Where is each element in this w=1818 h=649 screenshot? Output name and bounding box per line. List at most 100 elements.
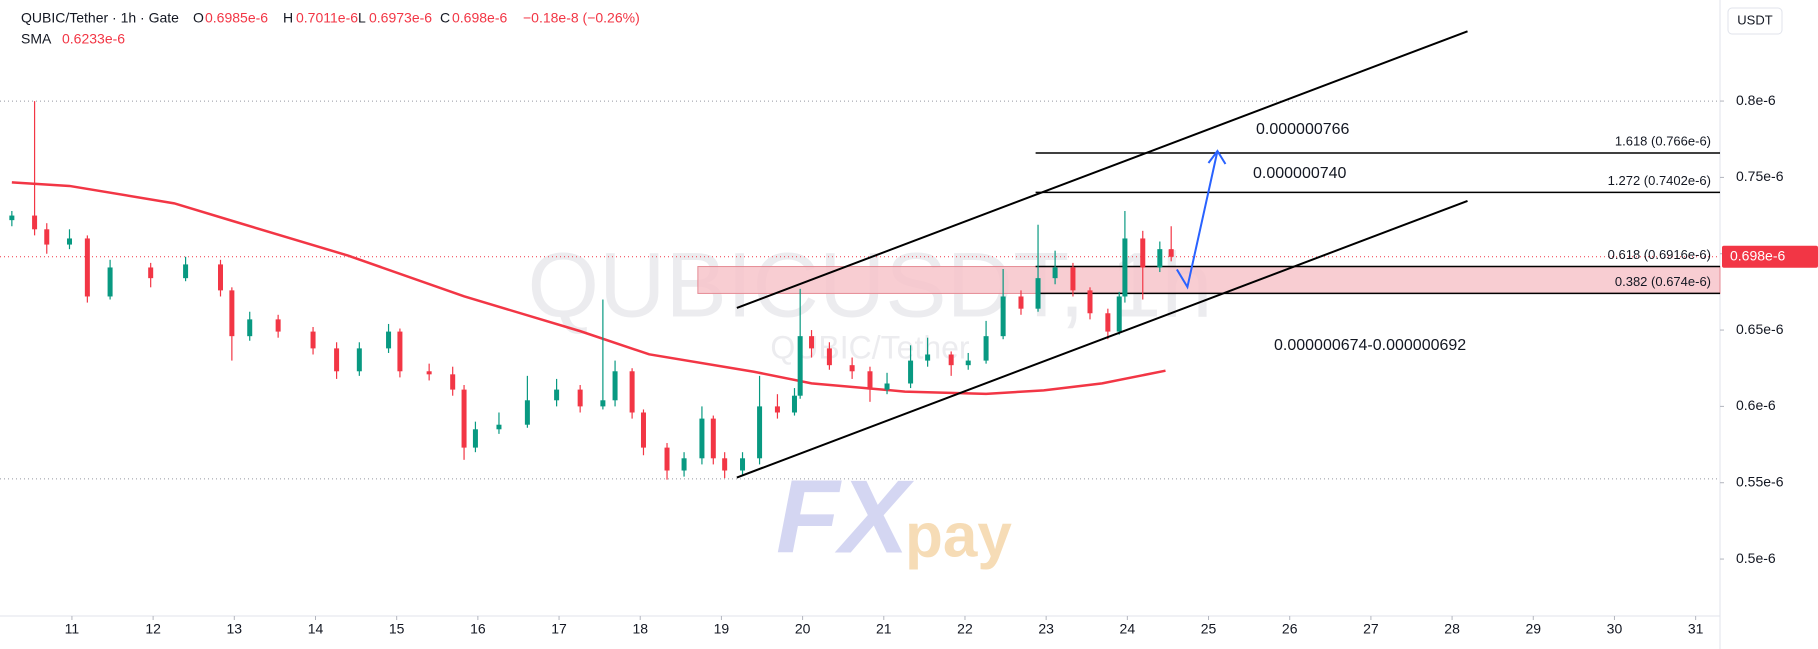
fib-label: 1.618 (0.766e-6) (1615, 133, 1711, 148)
candle-body (461, 389, 467, 448)
annotation: 0.000000674-0.000000692 (1274, 337, 1466, 354)
fib-label: 1.272 (0.7402e-6) (1608, 173, 1711, 188)
candle-body (334, 348, 340, 372)
sma-value: 0.6233e-6 (62, 31, 125, 47)
l-label: L (358, 10, 366, 26)
candle-body (1168, 249, 1174, 257)
currency-label[interactable]: USDT (1737, 12, 1772, 27)
candle-body (386, 331, 392, 349)
candle-body (826, 348, 832, 366)
x-tick-label: 24 (1120, 621, 1136, 637)
candle-body (849, 365, 855, 372)
candle-body (1122, 238, 1128, 297)
candle-body (356, 348, 362, 372)
x-tick-label: 26 (1282, 621, 1298, 637)
candle-body (472, 429, 478, 448)
x-tick-label: 16 (470, 621, 486, 637)
candle-body (107, 267, 113, 297)
y-tick-label: 0.5e-6 (1736, 550, 1776, 566)
candle-body (1052, 267, 1058, 279)
candle-body (681, 458, 687, 471)
watermark-sub: QUBIC/Tether (770, 329, 970, 365)
candle-body (809, 336, 815, 349)
candle-body (275, 319, 281, 332)
candle-body (600, 400, 606, 407)
candle-body (983, 336, 989, 361)
candle-body (84, 238, 90, 297)
candle-body (1105, 313, 1111, 332)
x-tick-label: 13 (227, 621, 243, 637)
candle-body (426, 371, 432, 375)
candle-body (247, 319, 253, 337)
candle-body (797, 336, 803, 396)
candle-body (629, 371, 635, 413)
candle-body (1000, 296, 1006, 337)
sma-line (11, 181, 1166, 396)
annotation: 0.000000740 (1253, 165, 1347, 182)
candle-body (908, 360, 914, 384)
x-tick-label: 28 (1444, 621, 1460, 637)
candle-body (310, 331, 316, 349)
candle-body (948, 354, 954, 366)
x-tick-label: 21 (876, 621, 892, 637)
x-tick-label: 25 (1201, 621, 1217, 637)
candle-body (757, 406, 763, 459)
high-value: 0.7011e-6 (296, 10, 358, 26)
x-tick-label: 29 (1525, 621, 1541, 637)
candle-body (740, 458, 746, 471)
x-tick-label: 23 (1038, 621, 1054, 637)
candle-body (577, 389, 583, 407)
x-tick-label: 22 (957, 621, 973, 637)
candle-body (32, 215, 38, 230)
price-tag-label: 0.698e-6 (1730, 247, 1785, 263)
open-value: 0.6985e-6 (205, 10, 268, 26)
candle-body (774, 406, 780, 413)
x-tick-label: 12 (145, 621, 161, 637)
x-tick-label: 11 (65, 621, 80, 637)
candle-body (710, 418, 716, 459)
x-tick-label: 30 (1607, 621, 1623, 637)
candle-body (450, 374, 456, 390)
candle-body (1035, 278, 1041, 309)
candle-body (1157, 249, 1163, 268)
candle-body (925, 354, 931, 361)
candle-body (218, 264, 224, 291)
candle-body (44, 229, 50, 245)
candle-body (229, 290, 235, 337)
forecast-arrow (1176, 150, 1219, 290)
c-label: C (440, 10, 450, 26)
candle-body (1087, 290, 1093, 314)
sma-label: SMA (21, 31, 52, 47)
logo-fx: FX (776, 459, 915, 575)
candle-body (66, 238, 72, 245)
candle-body (183, 264, 189, 279)
y-tick-label: 0.75e-6 (1736, 168, 1784, 184)
candle-body (397, 331, 403, 372)
y-tick-label: 0.55e-6 (1736, 473, 1784, 489)
x-tick-label: 20 (795, 621, 811, 637)
close-value: 0.698e-6 (452, 10, 507, 26)
candle-body (699, 418, 705, 459)
candle-body (554, 389, 560, 401)
candle-body (791, 395, 797, 413)
fib-zone (697, 266, 1721, 294)
y-tick-label: 0.65e-6 (1736, 321, 1784, 337)
candle-body (1018, 296, 1024, 309)
candle-body (722, 458, 728, 471)
currency-button[interactable] (1727, 7, 1783, 35)
candle-body (496, 424, 502, 430)
o-label: O (193, 10, 204, 26)
x-tick-label: 18 (632, 621, 648, 637)
x-tick-label: 14 (308, 621, 324, 637)
x-tick-label: 19 (714, 621, 730, 637)
candle-body (524, 400, 530, 425)
symbol: QUBIC/Tether · 1h · Gate (21, 10, 179, 26)
low-value: 0.6973e-6 (369, 10, 432, 26)
candle-body (867, 371, 873, 390)
candle-body (664, 447, 670, 471)
x-tick-label: 15 (389, 621, 405, 637)
y-tick-label: 0.6e-6 (1736, 397, 1776, 413)
price-tag (1722, 245, 1818, 268)
x-tick-label: 27 (1363, 621, 1379, 637)
